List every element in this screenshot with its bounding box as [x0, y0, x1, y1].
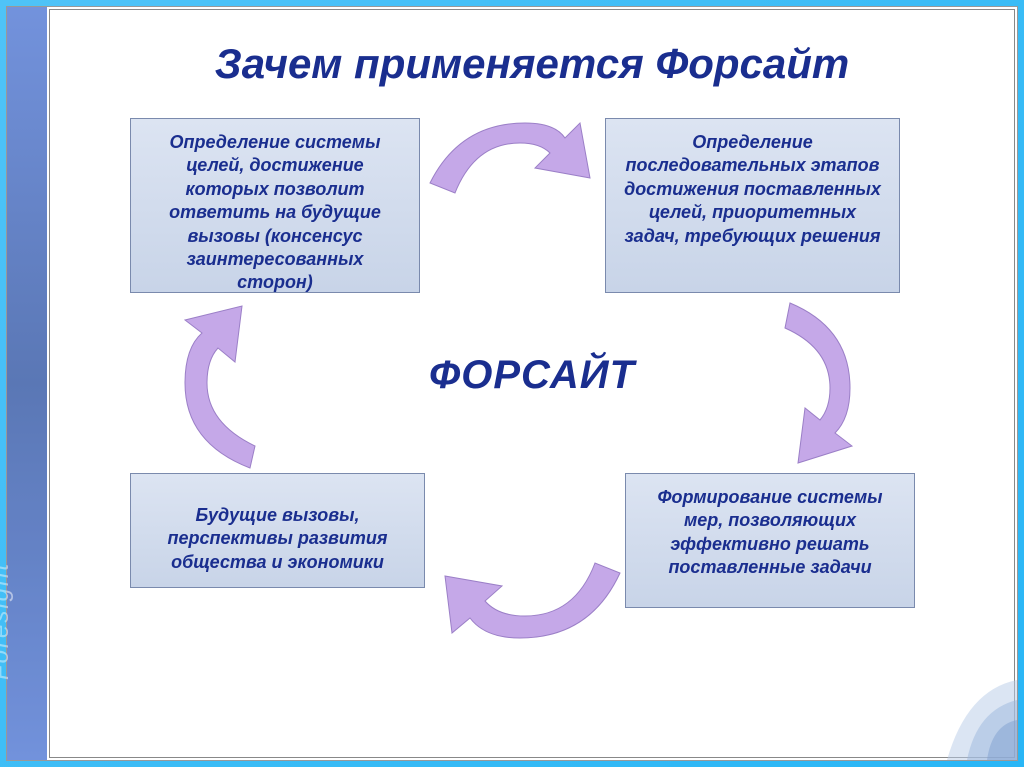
arrow-bottom: [430, 538, 625, 653]
page-title: Зачем применяется Форсайт: [50, 40, 1014, 88]
cycle-diagram: Определение системы целей, достижение ко…: [50, 108, 1014, 688]
corner-accent: [897, 640, 1017, 760]
box-challenges: Будущие вызовы, перспективы развития общ…: [130, 473, 425, 588]
outer-frame: Foresight Зачем применяется Форсайт: [0, 0, 1024, 767]
inner-frame: Foresight Зачем применяется Форсайт: [6, 6, 1018, 761]
box-stages: Определение последовательных этапов дост…: [605, 118, 900, 293]
sidebar: Foresight: [7, 7, 47, 760]
arrow-left: [170, 298, 310, 473]
arrow-top: [425, 113, 605, 213]
content-area: Зачем применяется Форсайт: [49, 9, 1015, 758]
arrow-right: [730, 298, 860, 473]
center-label: ФОРСАЙТ: [429, 353, 635, 398]
box-measures: Формирование системы мер, позволяющих эф…: [625, 473, 915, 608]
box-goals: Определение системы целей, достижение ко…: [130, 118, 420, 293]
sidebar-text: Foresight: [0, 562, 15, 680]
